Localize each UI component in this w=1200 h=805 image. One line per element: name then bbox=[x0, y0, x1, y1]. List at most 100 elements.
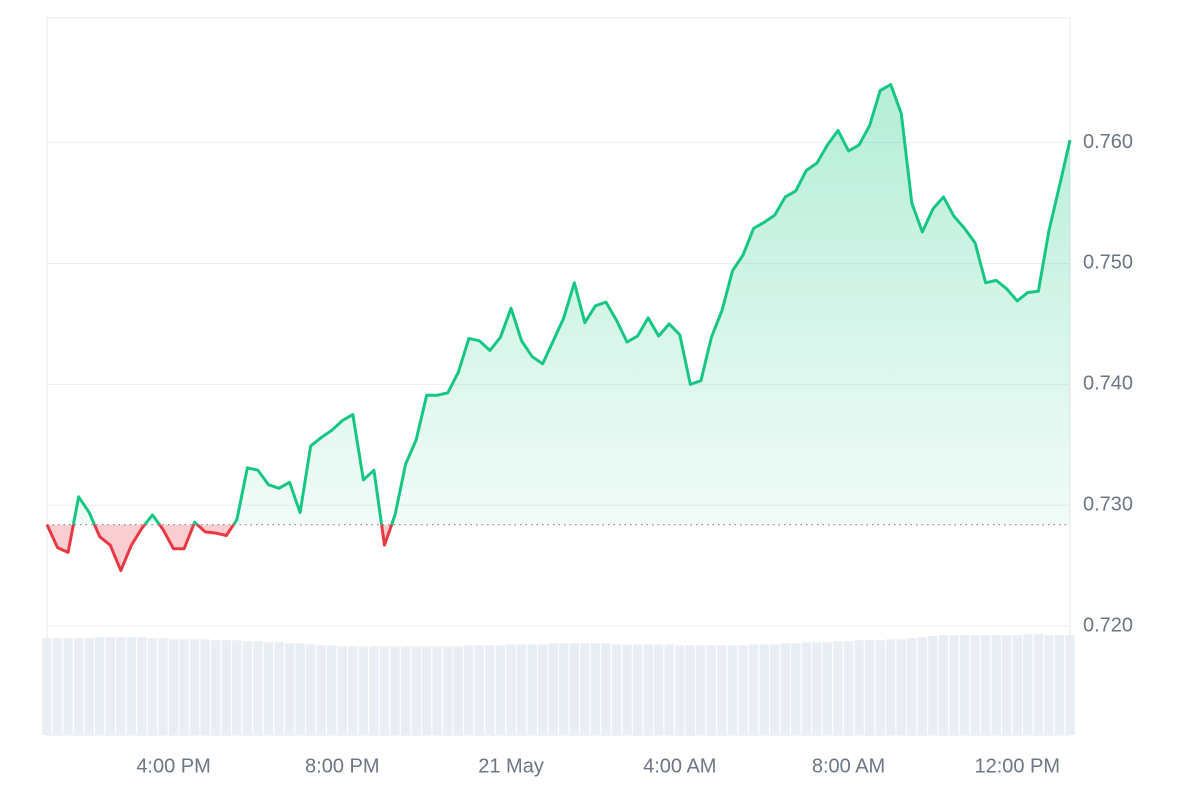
volume-bar bbox=[896, 639, 906, 735]
volume-bar bbox=[770, 644, 780, 735]
volume-bar bbox=[527, 644, 537, 735]
volume-bar bbox=[759, 644, 769, 735]
volume-bar bbox=[727, 645, 738, 735]
volume-bar bbox=[506, 644, 516, 735]
volume-bar bbox=[822, 642, 833, 735]
volume-bar bbox=[780, 643, 790, 735]
volume-bar bbox=[295, 643, 305, 735]
volume-bar bbox=[685, 645, 696, 735]
volume-bar bbox=[105, 637, 115, 735]
volume-bar bbox=[168, 639, 179, 735]
volume-bar bbox=[63, 638, 73, 735]
volume-bar bbox=[474, 645, 485, 735]
volume-bar bbox=[147, 638, 158, 735]
volume-bar bbox=[559, 643, 569, 735]
volume-bar bbox=[211, 640, 221, 735]
volume-bar bbox=[242, 641, 253, 735]
volume-bar bbox=[980, 635, 991, 735]
volume-bar bbox=[443, 646, 453, 735]
volume-bar bbox=[453, 646, 464, 735]
volume-bar bbox=[52, 638, 63, 735]
volume-bar bbox=[411, 646, 421, 735]
volume-bar bbox=[632, 644, 643, 735]
volume-bar bbox=[864, 640, 875, 735]
volume-bar bbox=[717, 645, 727, 735]
volume-bar bbox=[390, 646, 400, 735]
volume-bar bbox=[875, 640, 885, 735]
volume-bar bbox=[1044, 635, 1054, 735]
volume-bar bbox=[327, 645, 337, 735]
volume-bar bbox=[358, 646, 369, 735]
volume-bar bbox=[137, 637, 147, 735]
volume-bar bbox=[421, 646, 432, 735]
price-line-up bbox=[47, 83, 1072, 525]
volume-bar bbox=[653, 644, 664, 735]
area-up bbox=[73, 84, 1070, 525]
y-tick-label: 0.720 bbox=[1083, 614, 1133, 636]
volume-bar bbox=[1012, 635, 1022, 735]
volume-bar bbox=[938, 635, 949, 735]
volume-bar bbox=[907, 638, 917, 735]
x-tick-label: 8:00 AM bbox=[812, 755, 885, 777]
volume-bar bbox=[516, 644, 527, 735]
volume-bar bbox=[379, 646, 390, 735]
volume-bar bbox=[886, 639, 896, 735]
y-tick-label: 0.750 bbox=[1083, 252, 1133, 274]
volume-bar bbox=[843, 641, 854, 735]
volume-bar bbox=[1002, 635, 1012, 735]
volume-bar bbox=[748, 644, 759, 735]
volume-bar bbox=[337, 646, 347, 735]
volume-bar bbox=[400, 646, 411, 735]
volume-bar bbox=[580, 643, 590, 735]
volume-bar bbox=[537, 644, 548, 735]
volume-bar bbox=[833, 641, 843, 735]
volume-bar bbox=[1023, 634, 1033, 735]
volume-bar bbox=[116, 637, 126, 735]
volume-bar bbox=[432, 646, 442, 735]
volume-bar bbox=[928, 636, 938, 735]
volume-bar bbox=[485, 645, 495, 735]
volume-bar bbox=[643, 644, 653, 735]
volume-bar bbox=[959, 635, 970, 735]
x-tick-label: 8:00 PM bbox=[305, 755, 379, 777]
volume-bar bbox=[569, 643, 580, 735]
volume-bar bbox=[42, 638, 52, 735]
volume-bar bbox=[675, 645, 685, 735]
volume-bar bbox=[158, 638, 168, 735]
volume-bar bbox=[548, 643, 558, 735]
volume-bar bbox=[738, 645, 748, 735]
volume-bar bbox=[1065, 635, 1075, 735]
volume-bar bbox=[949, 635, 959, 735]
volume-bar bbox=[348, 646, 358, 735]
volume-bar bbox=[369, 646, 379, 735]
volume-bar bbox=[664, 644, 674, 735]
volume-bar bbox=[263, 642, 274, 735]
volume-bar bbox=[305, 644, 316, 735]
volume-bar bbox=[274, 642, 284, 735]
volume-bar bbox=[611, 644, 622, 735]
volume-bar bbox=[221, 640, 231, 735]
volume-bar bbox=[495, 645, 506, 735]
volume-bar bbox=[917, 637, 928, 735]
volume-bar bbox=[316, 645, 326, 735]
volume-bar bbox=[1033, 634, 1044, 735]
x-tick-label: 4:00 AM bbox=[643, 755, 716, 777]
volume-bar bbox=[84, 638, 94, 735]
x-tick-label: 4:00 PM bbox=[136, 755, 210, 777]
volume-bar bbox=[991, 635, 1001, 735]
volume-bar bbox=[73, 638, 84, 735]
volume-bar bbox=[601, 643, 611, 735]
volume-bar bbox=[812, 642, 822, 735]
y-tick-label: 0.760 bbox=[1083, 131, 1133, 153]
volume-bar bbox=[253, 641, 263, 735]
volume-bar bbox=[801, 642, 812, 735]
volume-bar bbox=[126, 637, 137, 735]
x-tick-label: 21 May bbox=[478, 755, 544, 777]
volume-bar bbox=[970, 635, 980, 735]
volume-bar bbox=[791, 643, 801, 735]
x-tick-label: 12:00 PM bbox=[974, 755, 1060, 777]
volume-bar bbox=[706, 645, 717, 735]
volume-bar bbox=[464, 645, 474, 735]
volume-bar bbox=[200, 639, 210, 735]
